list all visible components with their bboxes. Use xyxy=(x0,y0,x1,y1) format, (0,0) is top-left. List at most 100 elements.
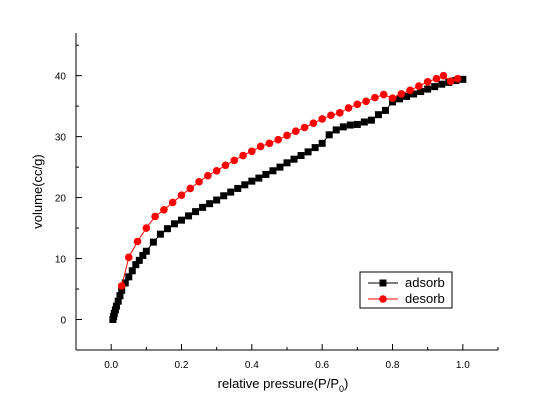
adsorb-point xyxy=(332,126,340,134)
adsorb-point xyxy=(110,309,118,317)
desorb-point xyxy=(221,161,230,170)
legend-box xyxy=(359,271,453,309)
desorb-point xyxy=(327,111,335,120)
adsorb-point xyxy=(227,188,235,196)
desorb-point xyxy=(415,82,423,90)
adsorb-point xyxy=(459,75,467,83)
desorb-point xyxy=(248,147,256,156)
adsorb-point xyxy=(367,116,375,124)
adsorb-point xyxy=(318,139,326,147)
desorb-point xyxy=(256,142,265,151)
desorb-point xyxy=(318,115,326,123)
adsorb-point xyxy=(339,123,347,131)
legend: adsorb desorb xyxy=(359,271,453,309)
x-axis-label-main: relative pressure(P/P xyxy=(218,376,339,391)
adsorb-point xyxy=(149,238,157,246)
adsorb-point xyxy=(116,292,124,300)
adsorb-point xyxy=(381,106,389,114)
desorb-point xyxy=(195,177,203,186)
adsorb-point xyxy=(111,306,119,314)
x-tick-label: 0.0 xyxy=(104,360,118,371)
desorb-line xyxy=(121,75,458,287)
adsorb-point xyxy=(199,203,207,211)
desorb-point xyxy=(406,86,414,95)
adsorb-point xyxy=(325,131,333,139)
desorb-point xyxy=(151,212,159,221)
adsorb-point xyxy=(213,196,221,204)
adsorb-point xyxy=(424,85,432,93)
adsorb-point xyxy=(156,230,164,238)
legend-swatch-adsorb-marker xyxy=(379,279,387,287)
x-axis-label-tail: ) xyxy=(344,376,348,391)
desorb-point xyxy=(388,94,397,103)
desorb-point xyxy=(230,156,239,165)
desorb-point xyxy=(446,77,455,85)
desorb-point xyxy=(160,205,168,214)
adsorb-point xyxy=(118,286,126,294)
adsorb-point xyxy=(410,90,418,98)
desorb-point xyxy=(142,224,151,232)
desorb-point xyxy=(168,198,177,207)
desorb-point xyxy=(309,119,318,128)
adsorb-point xyxy=(132,261,140,269)
adsorb-point xyxy=(139,252,147,260)
desorb-point xyxy=(186,184,195,193)
x-axis-label-subscript: 0 xyxy=(339,384,344,394)
desorb-point xyxy=(423,77,432,86)
adsorb-point xyxy=(283,159,291,167)
adsorb-point xyxy=(374,111,382,119)
adsorb-point xyxy=(290,155,298,163)
desorb-point xyxy=(239,151,247,160)
adsorb-point xyxy=(142,247,150,255)
adsorb-point xyxy=(269,167,277,175)
desorb-point xyxy=(397,90,406,98)
desorb-point xyxy=(453,74,462,83)
desorb-point xyxy=(344,104,353,112)
x-tick-label: 0.4 xyxy=(245,360,259,371)
adsorb-point xyxy=(417,88,425,96)
x-tick-label: 0.2 xyxy=(175,360,189,371)
desorb-point xyxy=(283,131,291,140)
desorb-point xyxy=(265,139,274,148)
desorb-point xyxy=(204,171,212,180)
adsorb-point xyxy=(128,267,136,275)
desorb-point xyxy=(432,74,441,83)
adsorb-point xyxy=(276,163,284,171)
adsorb-point xyxy=(241,181,249,189)
adsorb-point xyxy=(112,302,120,310)
y-tick-label: 30 xyxy=(55,133,67,144)
adsorb-point xyxy=(234,184,242,192)
adsorb-point xyxy=(403,92,411,100)
adsorb-point xyxy=(297,152,305,160)
y-tick-label: 10 xyxy=(55,255,67,266)
adsorb-point xyxy=(178,216,185,224)
desorb-point xyxy=(212,166,221,175)
adsorb-point xyxy=(135,256,143,264)
desorb-point xyxy=(291,127,300,135)
desorb-point xyxy=(335,109,344,117)
desorb-point xyxy=(439,71,448,80)
desorb-point xyxy=(117,282,126,290)
data-series xyxy=(109,71,467,324)
adsorb-point xyxy=(185,212,193,220)
adsorb-point xyxy=(248,177,256,185)
adsorb-point xyxy=(346,121,354,129)
adsorb-point xyxy=(431,83,439,91)
y-tick-label: 40 xyxy=(55,72,67,83)
adsorb-point xyxy=(262,170,270,178)
adsorb-point xyxy=(170,220,178,228)
adsorb-point xyxy=(396,95,404,103)
desorb-point xyxy=(353,100,362,109)
desorb-point xyxy=(274,135,283,144)
adsorb-point xyxy=(220,192,228,200)
desorb-point xyxy=(300,123,309,132)
legend-swatch-desorb-marker xyxy=(379,295,387,303)
adsorb-point xyxy=(163,225,171,233)
desorb-point xyxy=(379,90,388,99)
adsorb-point xyxy=(360,118,368,126)
x-tick-label: 1.0 xyxy=(456,360,470,371)
desorb-point xyxy=(362,97,370,106)
y-tick-label: 0 xyxy=(60,316,66,327)
adsorb-point xyxy=(125,273,133,281)
